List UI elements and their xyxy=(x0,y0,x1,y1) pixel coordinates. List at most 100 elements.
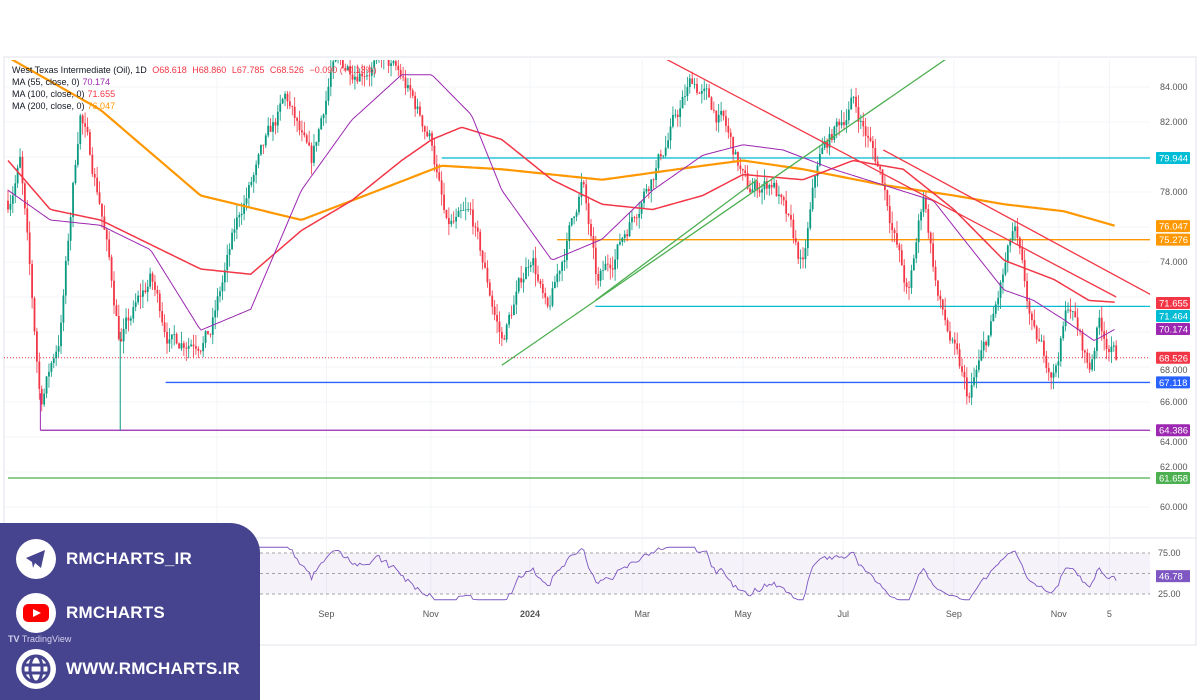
candle xyxy=(21,156,24,184)
candle xyxy=(958,349,961,367)
candle xyxy=(862,120,865,127)
youtube-link[interactable]: RMCHARTS xyxy=(16,593,165,633)
candle xyxy=(293,106,296,118)
rsi-tick: 25.00 xyxy=(1158,589,1181,599)
candle xyxy=(122,328,125,342)
candle xyxy=(202,342,205,352)
candle xyxy=(992,313,995,322)
candle xyxy=(715,110,718,123)
candle xyxy=(45,376,48,394)
candle xyxy=(443,194,445,210)
candle xyxy=(11,195,14,204)
candle xyxy=(115,305,118,316)
candle xyxy=(1108,349,1110,353)
price-tick: 68.000 xyxy=(1160,365,1188,375)
candle xyxy=(354,76,356,80)
candle xyxy=(332,61,335,72)
candle xyxy=(541,284,544,294)
candle xyxy=(510,314,513,316)
website-url: WWW.RMCHARTS.IR xyxy=(66,659,240,678)
candle xyxy=(749,188,751,193)
candle xyxy=(344,67,347,70)
watermark-text: TradingView xyxy=(21,634,72,644)
candle xyxy=(120,339,123,342)
candle xyxy=(893,230,896,234)
time-tick: Sep xyxy=(946,609,962,619)
candle xyxy=(580,182,583,197)
candle xyxy=(170,334,173,340)
price-label: 76.047 xyxy=(1159,222,1188,233)
candle xyxy=(180,343,183,349)
candle xyxy=(785,200,788,214)
website-link[interactable]: WWW.RMCHARTS.IR xyxy=(16,649,240,689)
candle xyxy=(582,182,585,185)
candle xyxy=(484,262,486,268)
price-axis[interactable]: 84.000 82.000 78.000 74.000 68.000 66.000 64.0… xyxy=(1160,82,1188,512)
candle xyxy=(101,203,103,217)
ma100-line xyxy=(7,126,1115,303)
candle xyxy=(903,265,906,283)
candle xyxy=(250,181,253,186)
candle xyxy=(93,173,96,178)
ma100-label: MA (100, close, 0) xyxy=(12,89,85,99)
candle xyxy=(797,242,800,259)
candle xyxy=(616,244,619,260)
candle xyxy=(223,270,226,283)
ma55-legend[interactable]: MA (55, close, 0) 70.174 xyxy=(12,76,377,88)
candle xyxy=(397,65,400,70)
price-label: 67.118 xyxy=(1159,378,1187,389)
candle xyxy=(137,295,139,303)
candle xyxy=(1014,226,1016,232)
ohlc-open: O68.618 xyxy=(152,65,187,75)
rsi-value-bg xyxy=(1156,570,1190,583)
candle xyxy=(105,229,108,240)
candle xyxy=(305,135,308,143)
price-labels: 79.944 76.047 75.276 71.655 71.464 70.174 68.5… xyxy=(1156,151,1190,484)
candle xyxy=(744,170,747,174)
candle xyxy=(496,314,498,322)
candle xyxy=(149,273,152,287)
candle xyxy=(233,229,236,233)
candle xyxy=(313,145,315,163)
candle xyxy=(898,244,901,251)
candle xyxy=(965,377,968,397)
telegram-link[interactable]: RMCHARTS_IR xyxy=(16,539,192,579)
candle xyxy=(551,288,554,306)
candle xyxy=(452,220,455,222)
candle xyxy=(662,155,665,157)
candle xyxy=(43,393,46,405)
candle xyxy=(156,289,159,294)
candle xyxy=(563,260,566,263)
candle xyxy=(864,126,867,136)
candle xyxy=(373,60,376,69)
candle xyxy=(52,358,55,364)
candle xyxy=(828,134,831,148)
candle xyxy=(614,259,617,270)
candle xyxy=(525,267,527,280)
candle xyxy=(274,122,277,126)
candle xyxy=(753,181,756,190)
time-tick: Nov xyxy=(1051,609,1068,619)
price-label-bg xyxy=(1156,297,1190,310)
candle xyxy=(55,351,58,359)
time-axis[interactable]: JulSepNov2024MarMayJulSepNov5 xyxy=(211,609,1112,619)
candle xyxy=(814,176,816,188)
candle xyxy=(623,234,626,238)
candle xyxy=(370,68,373,76)
candle xyxy=(310,145,313,163)
candle xyxy=(508,314,511,325)
candle xyxy=(647,188,650,191)
candle xyxy=(1088,362,1091,370)
candle xyxy=(939,295,942,300)
ma100-legend[interactable]: MA (100, close, 0) 71.655 xyxy=(12,88,377,100)
candle xyxy=(356,76,359,82)
candle xyxy=(257,154,260,165)
candle xyxy=(874,148,877,162)
candle xyxy=(869,137,872,141)
ma200-legend[interactable]: MA (200, close, 0) 76.047 xyxy=(12,100,377,112)
candle xyxy=(1100,317,1103,332)
candle xyxy=(226,254,229,271)
telegram-handle: RMCHARTS_IR xyxy=(66,549,192,568)
candle xyxy=(592,236,595,248)
